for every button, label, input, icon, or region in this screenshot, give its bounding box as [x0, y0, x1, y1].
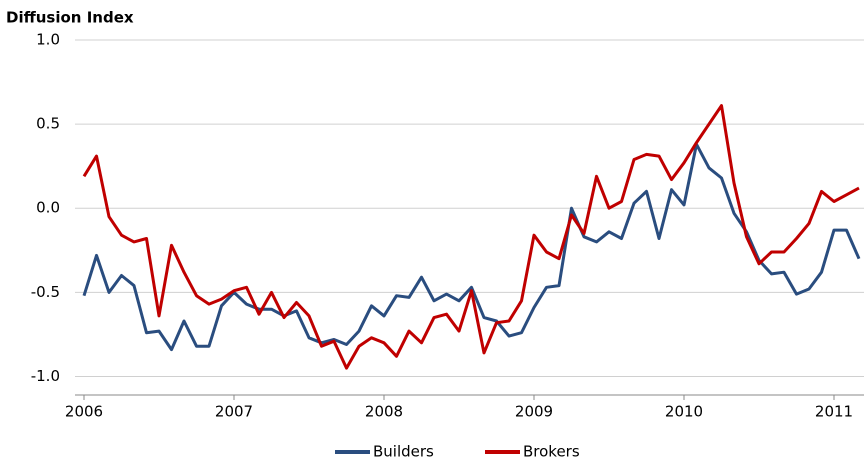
y-tick-label: -0.5 [31, 283, 60, 301]
legend-label: Brokers [523, 443, 580, 461]
chart-title: Diffusion Index [6, 9, 134, 27]
y-tick-label: 0.0 [36, 199, 60, 217]
legend-label: Builders [373, 443, 434, 461]
x-tick-label: 2010 [665, 403, 703, 421]
y-tick-label: -1.0 [31, 367, 60, 385]
x-tick-label: 2006 [65, 403, 103, 421]
x-tick-label: 2007 [215, 403, 253, 421]
x-tick-label: 2009 [515, 403, 553, 421]
x-tick-label: 2008 [365, 403, 403, 421]
y-tick-label: 0.5 [36, 115, 60, 133]
x-tick-label: 2011 [815, 403, 853, 421]
series-line [82, 104, 860, 370]
series-line [82, 142, 861, 352]
y-tick-label: 1.0 [36, 31, 60, 49]
